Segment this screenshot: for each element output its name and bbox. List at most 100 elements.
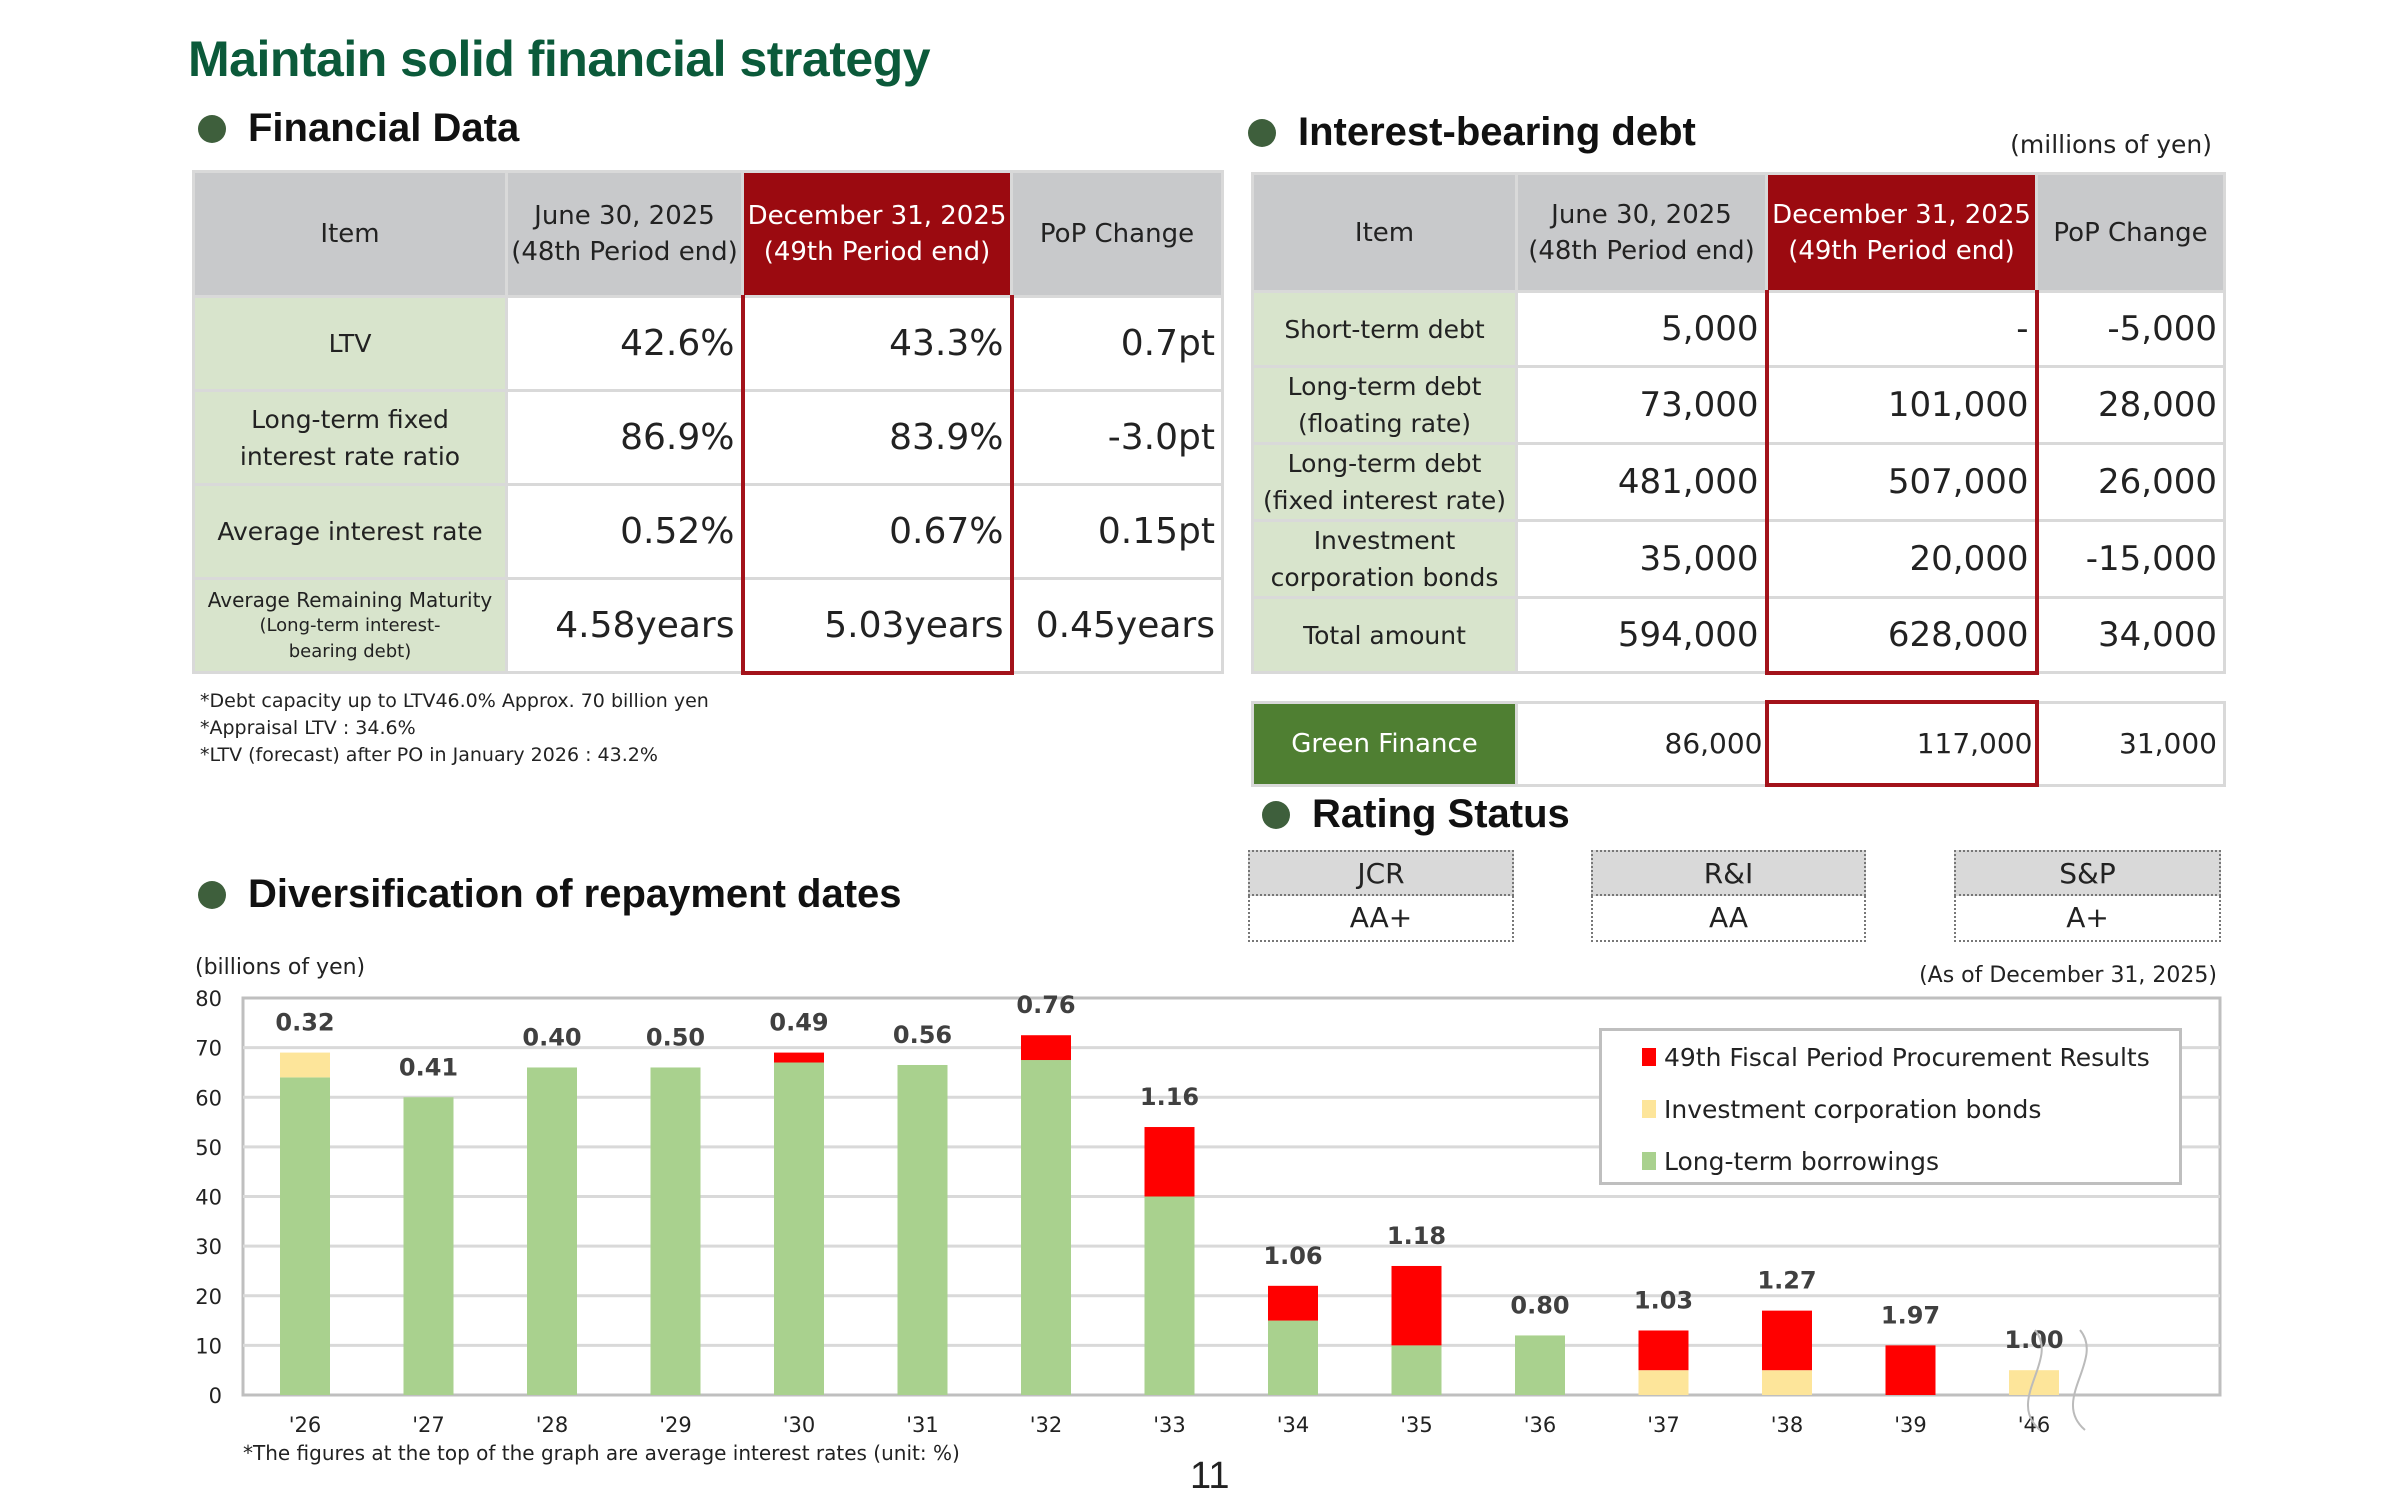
y-tick-label: 80 bbox=[195, 987, 222, 1011]
bar-segment bbox=[1762, 1370, 1812, 1395]
y-tick-label: 60 bbox=[195, 1086, 222, 1110]
prev-value: 4.58years bbox=[505, 577, 744, 674]
header-curr: December 31, 2025 (49th Period end) bbox=[741, 170, 1013, 298]
table-row: Long-term debt (fixed interest rate) 481,0… bbox=[1251, 442, 2226, 522]
row-item: Long-term debt (floating rate) bbox=[1251, 365, 1518, 445]
rate-label: 0.49 bbox=[769, 1009, 828, 1037]
debt-unit: (millions of yen) bbox=[2010, 130, 2212, 159]
legend-swatch bbox=[1642, 1100, 1656, 1118]
row-item: LTV bbox=[192, 295, 508, 392]
table-row: Average interest rate 0.52% 0.67% 0.15pt bbox=[192, 483, 1224, 580]
header-change: PoP Change bbox=[2035, 172, 2226, 293]
heading-text: Rating Status bbox=[1312, 792, 1570, 836]
x-tick-label: '33 bbox=[1153, 1413, 1186, 1437]
change-value: 28,000 bbox=[2035, 365, 2226, 445]
axis-break-icon bbox=[2027, 1329, 2043, 1431]
financial-notes: *Debt capacity up to LTV46.0% Approx. 70… bbox=[200, 688, 709, 769]
legend-item: Long-term borrowings bbox=[1602, 1135, 2179, 1187]
page-title: Maintain solid financial strategy bbox=[188, 31, 931, 87]
debt-heading: Interest-bearing debt bbox=[1248, 110, 1696, 155]
bullet-icon bbox=[1262, 800, 1290, 829]
table-row: Average Remaining Maturity (Long-term int… bbox=[192, 577, 1224, 675]
y-tick-label: 20 bbox=[195, 1285, 222, 1309]
agency-rating: AA bbox=[1591, 896, 1866, 942]
curr-value: 117,000 bbox=[1764, 700, 2039, 787]
agency-rating: A+ bbox=[1954, 896, 2221, 942]
y-tick-label: 30 bbox=[195, 1235, 222, 1259]
rate-label: 1.00 bbox=[2004, 1326, 2063, 1354]
bar-segment bbox=[1268, 1285, 1318, 1321]
row-item: Short-term debt bbox=[1251, 290, 1518, 368]
header-prev: June 30, 2025 (48th Period end) bbox=[505, 170, 744, 298]
rate-label: 0.32 bbox=[275, 1009, 334, 1037]
rate-label: 0.80 bbox=[1510, 1291, 1569, 1319]
rate-label: 1.18 bbox=[1387, 1222, 1446, 1250]
agency-name: S&P bbox=[1954, 850, 2221, 896]
x-tick-label: '26 bbox=[289, 1413, 322, 1437]
x-tick-label: '34 bbox=[1277, 1413, 1310, 1437]
chart-legend: 49th Fiscal Period Procurement Results I… bbox=[1599, 1028, 2182, 1185]
bar-segment bbox=[280, 1052, 330, 1078]
bar-segment bbox=[1268, 1320, 1318, 1395]
table-row: Short-term debt 5,000- -5,000 bbox=[1251, 290, 2226, 368]
rating-ri: R&I AA bbox=[1591, 850, 1866, 942]
row-item: Total amount bbox=[1251, 596, 1518, 674]
curr-value: 507,000 bbox=[1764, 442, 2039, 522]
debt-table: Item June 30, 2025 (48th Period end) Dece… bbox=[1251, 172, 2226, 675]
table-row: Total amount 594,000 628,000 34,000 bbox=[1251, 596, 2226, 675]
table-row: Long-term debt (floating rate) 73,000 101,0… bbox=[1251, 365, 2226, 445]
bar-segment bbox=[527, 1067, 577, 1395]
green-finance-label: Green Finance bbox=[1251, 700, 1518, 787]
rating-jcr: JCR AA+ bbox=[1248, 850, 1514, 942]
table-row: Green Finance 86,000 117,000 31,000 bbox=[1251, 700, 2226, 787]
prev-value: 481,000 bbox=[1515, 442, 1768, 522]
prev-value: 5,000 bbox=[1515, 290, 1768, 368]
change-value: 31,000 bbox=[2035, 700, 2226, 787]
change-value: 0.45years bbox=[1010, 577, 1224, 674]
change-value: 34,000 bbox=[2035, 596, 2226, 674]
header-curr: December 31, 2025 (49th Period end) bbox=[1765, 172, 2038, 293]
x-tick-label: '36 bbox=[1524, 1413, 1557, 1437]
bar-segment bbox=[897, 1064, 948, 1395]
y-axis-label: (billions of yen) bbox=[195, 955, 366, 980]
change-value: 26,000 bbox=[2035, 442, 2226, 522]
rate-label: 1.27 bbox=[1757, 1267, 1816, 1295]
bar-segment bbox=[774, 1052, 824, 1063]
change-value: 0.15pt bbox=[1010, 483, 1224, 580]
row-item: Long-term debt (fixed interest rate) bbox=[1251, 442, 1518, 522]
x-tick-label: '35 bbox=[1400, 1413, 1433, 1437]
bar-segment bbox=[1391, 1265, 1442, 1346]
table-header: Item June 30, 2025 (48th Period end) Dece… bbox=[192, 170, 1224, 298]
curr-value: 20,000 bbox=[1764, 519, 2039, 599]
curr-value: 43.3% bbox=[740, 295, 1014, 392]
as-of-date: (As of December 31, 2025) bbox=[1919, 963, 2217, 988]
x-tick-label: '30 bbox=[783, 1413, 816, 1437]
legend-item: Investment corporation bonds bbox=[1602, 1083, 2179, 1135]
bar-segment bbox=[403, 1097, 454, 1395]
bar-segment bbox=[1391, 1345, 1442, 1395]
change-value: -5,000 bbox=[2035, 290, 2226, 368]
rate-label: 1.16 bbox=[1140, 1083, 1199, 1111]
bar-segment bbox=[280, 1077, 330, 1395]
legend-item: 49th Fiscal Period Procurement Results bbox=[1602, 1031, 2179, 1083]
x-tick-label: '38 bbox=[1771, 1413, 1804, 1437]
curr-value: - bbox=[1764, 290, 2039, 368]
bar-segment bbox=[1021, 1060, 1071, 1395]
agency-name: JCR bbox=[1248, 850, 1514, 896]
x-tick-label: '27 bbox=[412, 1413, 445, 1437]
header-item: Item bbox=[192, 170, 508, 298]
y-tick-label: 10 bbox=[195, 1334, 222, 1358]
prev-value: 0.52% bbox=[505, 483, 744, 580]
curr-value: 101,000 bbox=[1764, 365, 2039, 445]
note: *Debt capacity up to LTV46.0% Approx. 70… bbox=[200, 690, 709, 712]
financial-data-heading: Financial Data bbox=[198, 106, 519, 151]
financial-data-table: Item June 30, 2025 (48th Period end) Dece… bbox=[192, 170, 1224, 675]
rating-heading: Rating Status bbox=[1262, 792, 1570, 837]
rate-label: 0.50 bbox=[646, 1023, 705, 1051]
note: *LTV (forecast) after PO in January 2026… bbox=[200, 744, 658, 766]
prev-value: 86,000 bbox=[1515, 700, 1768, 787]
bar-segment bbox=[2009, 1370, 2059, 1395]
y-tick-label: 0 bbox=[209, 1384, 222, 1408]
table-row: Investment corporation bonds 35,000 20,000-… bbox=[1251, 519, 2226, 599]
rate-label: 1.06 bbox=[1263, 1242, 1322, 1270]
